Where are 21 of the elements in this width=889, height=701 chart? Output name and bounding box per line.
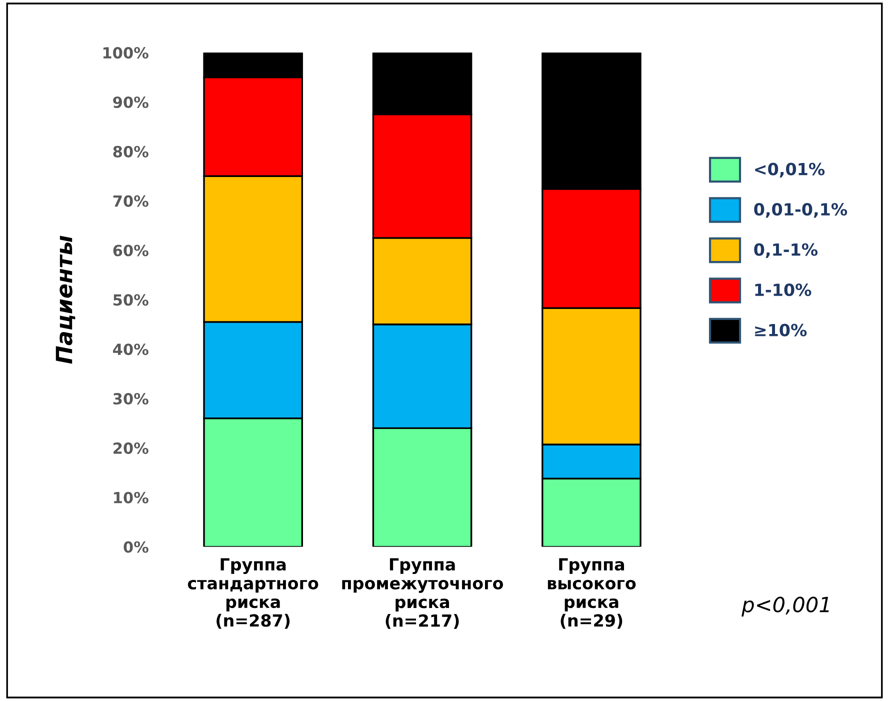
x-tick-label: Группа стандартного риска (n=287) [188, 558, 318, 629]
y-tick-label: 90% [113, 96, 148, 108]
x-tick-label: Группа высокого риска (n=29) [548, 558, 636, 629]
legend-label: 1-10% [755, 284, 812, 296]
x-tick-label: Группа промежуточного риска (n=217) [342, 558, 504, 629]
y-tick-label: 100% [103, 47, 148, 59]
text: p<0,001 [742, 596, 829, 616]
y-tick-label: 70% [113, 195, 148, 207]
y-tick-label: 10% [114, 492, 148, 504]
legend-label: ≥10% [755, 324, 807, 336]
y-tick-label: 20% [114, 442, 148, 454]
y-tick-label: 0% [124, 541, 148, 553]
y-tick-label: 80% [113, 146, 148, 158]
y-tick-label: 60% [113, 244, 148, 256]
y-tick-label: 40% [113, 344, 148, 356]
legend-label: 0,1-1% [754, 243, 818, 258]
y-tick-label: 30% [113, 392, 148, 405]
y-tick-label: 50% [114, 294, 148, 306]
legend-label: <0,01% [755, 162, 825, 178]
y-axis-title: Пациенты [56, 236, 76, 364]
legend-label: 0,01-0,1% [754, 203, 848, 218]
